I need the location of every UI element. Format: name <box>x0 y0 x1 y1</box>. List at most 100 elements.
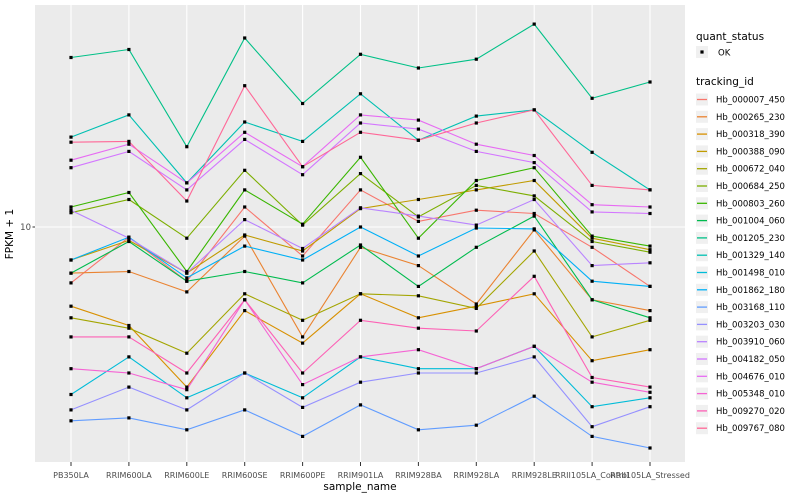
data-point <box>127 113 131 117</box>
data-point <box>243 408 247 412</box>
data-point <box>416 219 420 223</box>
data-point <box>301 335 305 339</box>
data-point <box>185 428 189 432</box>
data-point <box>185 199 189 203</box>
data-point <box>648 248 652 252</box>
data-point <box>532 197 536 202</box>
data-point <box>127 197 131 202</box>
data-point <box>69 419 73 423</box>
data-point <box>474 304 478 308</box>
data-point <box>590 359 594 363</box>
data-point <box>243 233 247 237</box>
data-point <box>474 208 478 212</box>
x-tick-label: RRIM600SE <box>222 471 268 480</box>
data-point <box>590 375 594 380</box>
data-point <box>474 114 478 118</box>
legend-item-label: Hb_000318_390 <box>716 130 785 140</box>
data-point <box>648 318 652 322</box>
legend-item-label: Hb_009270_020 <box>716 407 785 417</box>
data-point <box>358 113 363 117</box>
data-point <box>648 405 652 409</box>
data-point <box>127 335 131 339</box>
data-point <box>358 121 363 125</box>
data-point <box>243 371 247 375</box>
data-point <box>416 367 420 371</box>
data-point <box>532 166 536 170</box>
data-point <box>416 371 420 375</box>
data-point <box>243 137 247 141</box>
data-point <box>474 371 478 375</box>
data-point <box>648 385 652 389</box>
legend-item-label: Hb_001862_180 <box>716 286 785 296</box>
data-point <box>301 246 305 251</box>
data-point <box>127 149 131 153</box>
legend-item-label: Hb_004676_010 <box>716 372 785 382</box>
data-point <box>243 269 247 274</box>
data-point <box>301 405 305 409</box>
legend-item-label: Hb_003203_030 <box>716 320 785 330</box>
legend-item-label: Hb_000684_250 <box>716 182 785 192</box>
data-point <box>69 135 73 139</box>
data-point <box>358 172 363 176</box>
y-tick-label: 10 <box>20 223 31 233</box>
data-point <box>185 396 189 400</box>
x-tick-label: RRIM600LE <box>164 471 209 480</box>
data-point <box>69 271 73 275</box>
data-point <box>243 84 247 88</box>
data-point <box>301 396 305 400</box>
data-point <box>532 178 536 183</box>
data-point <box>243 205 247 209</box>
data-point <box>532 344 536 348</box>
legend-item-label: Hb_003168_110 <box>716 303 785 313</box>
data-point <box>474 306 478 310</box>
data-point <box>358 245 363 249</box>
data-point <box>532 355 536 359</box>
data-point <box>185 385 189 389</box>
data-point <box>532 161 536 165</box>
data-point <box>301 254 305 258</box>
data-point <box>590 236 594 240</box>
x-tick-label: RRIM600PE <box>280 471 326 480</box>
data-point <box>590 234 594 238</box>
data-point <box>590 96 594 100</box>
data-point <box>648 446 652 450</box>
data-point <box>532 214 536 218</box>
data-point <box>301 341 305 345</box>
data-point <box>416 127 420 131</box>
data-point <box>416 197 420 202</box>
legend-item-label: Hb_001004_060 <box>716 217 785 227</box>
data-point <box>185 181 189 185</box>
data-point <box>127 323 131 328</box>
data-point <box>358 188 363 192</box>
data-point <box>69 408 73 412</box>
data-point <box>648 396 652 400</box>
data-point <box>69 335 73 339</box>
data-point <box>474 329 478 333</box>
data-point <box>532 292 536 296</box>
data-point <box>69 55 73 60</box>
x-tick-label: RRII105LA_Control <box>555 471 629 480</box>
data-point <box>185 279 189 283</box>
data-point <box>358 130 363 134</box>
data-point <box>416 264 420 268</box>
data-point <box>243 36 247 40</box>
data-point <box>127 139 131 143</box>
legend-item-label: Hb_009767_080 <box>716 424 785 434</box>
data-point <box>301 318 305 322</box>
point-icon <box>700 50 704 54</box>
data-point <box>416 214 420 218</box>
data-point <box>301 165 305 169</box>
data-point <box>127 236 131 240</box>
data-point <box>127 190 131 195</box>
data-point <box>416 428 420 432</box>
data-point <box>590 425 594 429</box>
data-point <box>185 271 189 275</box>
data-point <box>185 145 189 149</box>
legend-item-label: Hb_001205_230 <box>716 234 785 244</box>
data-point <box>69 205 73 209</box>
data-point <box>590 380 594 384</box>
data-point <box>127 371 131 375</box>
data-point <box>301 383 305 387</box>
data-point <box>474 188 478 192</box>
